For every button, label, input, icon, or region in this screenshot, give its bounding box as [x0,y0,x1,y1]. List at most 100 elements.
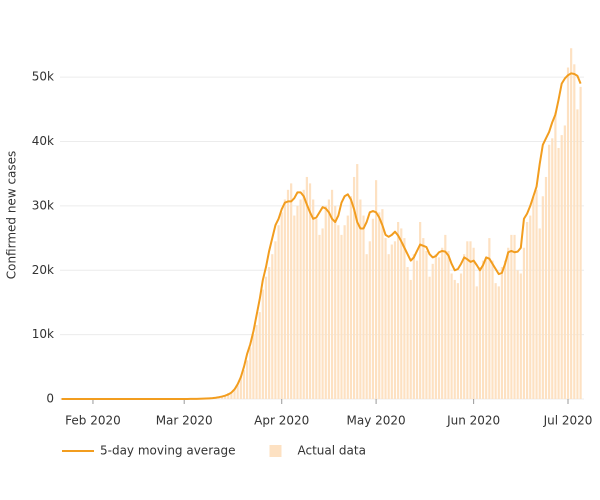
bar [255,324,258,399]
y-tick-label: 0 [46,392,54,406]
bar [330,189,334,399]
bar [390,244,393,399]
bar [544,176,548,399]
bar [570,48,573,400]
bar [302,189,305,399]
bar [233,389,236,399]
bar [375,180,378,399]
bar [283,199,286,399]
bar [293,215,296,399]
bar [463,254,466,399]
bar [538,228,541,399]
legend-label: Actual data [297,444,365,458]
bar [368,241,371,399]
bar [321,228,324,399]
bar [305,176,308,399]
bar [459,273,463,399]
bar [522,247,526,399]
bar [318,234,321,399]
bar [277,225,280,399]
bar [573,64,576,400]
bar [437,257,441,399]
bar [419,222,422,399]
bar [324,205,327,399]
x-tick-label: Feb 2020 [65,414,121,428]
bar [548,144,551,399]
bar [497,286,500,399]
bar [236,385,239,399]
bar [349,196,353,399]
bar [403,238,406,399]
bar [415,260,419,399]
bar [532,196,535,399]
y-axis-label: Confirmed new cases [5,151,19,280]
bar [400,228,403,399]
bar [412,254,415,399]
bar [299,199,302,399]
bar [485,257,488,399]
bar [500,267,504,399]
bar [466,241,469,399]
x-tick-label: Mar 2020 [156,414,213,428]
bar [510,234,513,399]
line [61,72,582,400]
x-tick-label: Apr 2020 [254,414,309,428]
bar [371,218,375,399]
y-tick-label: 10k [32,327,54,341]
bar [529,215,532,399]
y-tick-label: 30k [32,198,54,212]
bar [365,254,368,399]
bar [541,196,544,399]
bar [494,283,497,399]
bar [274,241,277,399]
bar [227,392,230,399]
bar [242,370,246,399]
bar [381,209,384,399]
bar [223,395,227,399]
bar [475,286,478,399]
bar [387,254,390,399]
bar [246,360,249,399]
bar [450,273,453,399]
bar [428,276,431,399]
bar [271,254,274,399]
legend-swatch [269,445,282,457]
bar [268,267,271,399]
y-tick-label: 40k [32,134,54,148]
bar [576,109,579,399]
bar [456,283,459,399]
bar [560,135,563,400]
bar [315,218,318,399]
bar [264,276,268,399]
bar [327,199,331,399]
bar [566,67,570,399]
bar [286,189,290,399]
bar [359,199,362,399]
bar [453,279,456,399]
bar [346,215,349,399]
bar [378,212,381,399]
x-tick-label: Jul 2020 [543,414,593,428]
bar [535,189,538,399]
bar [431,263,434,399]
bar [507,247,510,399]
bar [441,247,444,399]
bar [397,222,400,399]
bar [290,183,293,399]
bar [280,212,283,399]
bar [469,241,472,399]
bar [513,234,516,399]
bar [557,147,560,399]
legend-label: 5-day moving average [100,444,235,458]
bar [356,164,359,399]
x-tick-label: Jun 2020 [446,414,500,428]
bar [554,112,557,399]
y-tick-label: 50k [32,70,54,84]
bar [491,260,494,399]
bar [406,267,409,399]
bar [516,270,519,399]
bar [503,260,507,399]
bar [519,273,522,399]
